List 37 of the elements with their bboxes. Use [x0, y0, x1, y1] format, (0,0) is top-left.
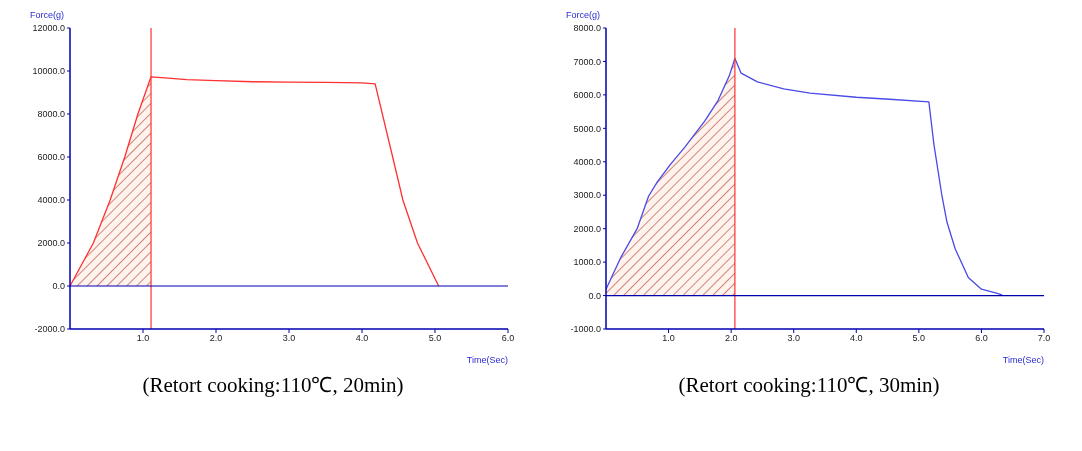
y-tick-label: 10000.0 — [32, 66, 65, 77]
x-tick-label: 6.0 — [975, 333, 988, 344]
y-tick-label: 3000.0 — [573, 190, 601, 201]
y-tick-label: -1000.0 — [570, 324, 601, 335]
x-axis-title: Time(Sec) — [466, 355, 508, 365]
y-tick-label: 6000.0 — [573, 90, 601, 101]
y-tick-label: -2000.0 — [34, 324, 65, 335]
text: (Retort cooking:110℃, 20min) — [141, 372, 405, 398]
y-axis-title: Force(g) — [566, 10, 601, 20]
y-tick-label: 4000.0 — [573, 156, 601, 167]
x-tick-label: 6.0 — [501, 333, 515, 344]
text: (Retort cooking:110℃, 30min) — [677, 372, 941, 398]
y-tick-label: 0.0 — [52, 281, 65, 292]
x-tick-label: 2.0 — [724, 333, 738, 344]
x-tick-label: 5.0 — [428, 333, 442, 344]
x-tick-label: 2.0 — [209, 333, 223, 344]
y-tick-label: 6000.0 — [37, 152, 65, 163]
y-tick-label: 2000.0 — [573, 223, 601, 234]
x-tick-label: 4.0 — [850, 333, 863, 344]
y-tick-label: 7000.0 — [573, 56, 601, 67]
x-tick-label: 5.0 — [912, 333, 926, 344]
y-tick-label: 1000.0 — [573, 257, 601, 268]
x-tick-label: 1.0 — [662, 333, 675, 344]
x-tick-label: 4.0 — [355, 333, 369, 344]
x-tick-label: 3.0 — [787, 333, 800, 344]
x-tick-label: 1.0 — [136, 333, 150, 344]
y-tick-label: 8000.0 — [573, 23, 601, 34]
y-tick-label: 2000.0 — [37, 238, 65, 249]
x-tick-label: 3.0 — [282, 333, 296, 344]
y-tick-label: 8000.0 — [37, 109, 65, 120]
y-tick-label: 4000.0 — [37, 195, 65, 206]
y-tick-label: 12000.0 — [32, 23, 65, 34]
x-axis-title: Time(Sec) — [1002, 355, 1044, 365]
y-tick-label: 5000.0 — [573, 123, 601, 134]
y-axis-title: Force(g) — [30, 10, 65, 20]
x-tick-label: 7.0 — [1037, 333, 1051, 344]
y-tick-label: 0.0 — [588, 290, 601, 301]
